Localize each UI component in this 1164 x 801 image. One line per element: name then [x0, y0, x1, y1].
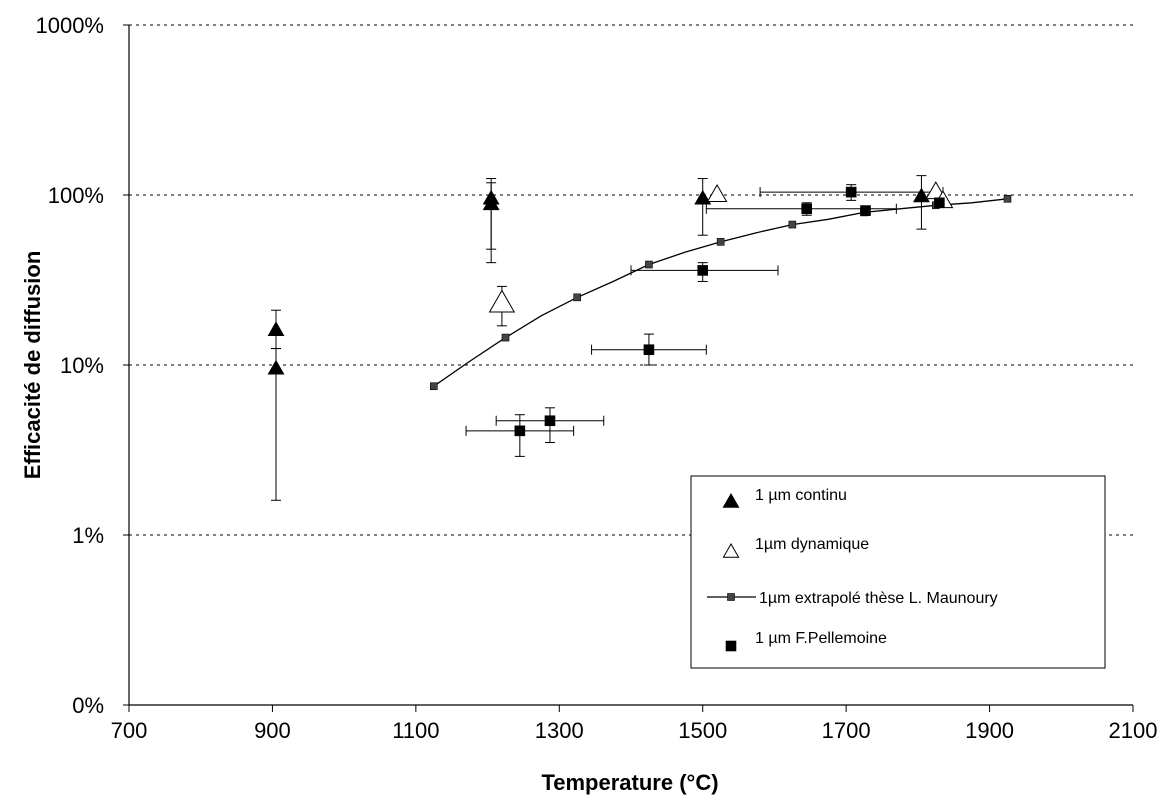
data-points [267, 181, 1012, 437]
continu-point [482, 195, 500, 211]
pellemoine-point [514, 425, 526, 437]
legend-marker-dynamique [722, 542, 740, 558]
y-tick-labels: 0% 1% 10% 100% 1000% [35, 13, 104, 718]
x-tick-label: 700 [111, 718, 148, 743]
dynamique-point [706, 183, 728, 202]
legend-entries: 1 µm continu 1µm dynamique 1µm extrapolé t… [707, 487, 998, 652]
pellemoine-point [801, 203, 813, 215]
maunoury-point [429, 382, 438, 391]
x-tick-label: 1900 [965, 718, 1014, 743]
x-tick-label: 2100 [1109, 718, 1158, 743]
x-axis-title: Temperature (°C) [541, 770, 718, 795]
maunoury-point [788, 220, 797, 229]
continu-point [267, 321, 285, 336]
maunoury-point [645, 260, 653, 269]
pellemoine-point [934, 197, 945, 209]
y-axis-title: Efficacité de diffusion [20, 251, 45, 480]
maunoury-point [716, 238, 725, 246]
maunoury-point [573, 293, 582, 302]
x-tick-label: 1700 [822, 718, 871, 743]
legend-marker-maunoury [727, 593, 735, 601]
x-tick-label: 1100 [392, 718, 439, 743]
legend-marker-continu [722, 492, 740, 508]
error-bars [271, 175, 945, 501]
y-tick-label: 1000% [35, 13, 104, 38]
x-tick-label: 1500 [678, 718, 727, 743]
pellemoine-point [845, 186, 857, 198]
pellemoine-point [860, 205, 871, 216]
x-tick-label: 1300 [535, 718, 584, 743]
pellemoine-point [697, 265, 709, 276]
axes [123, 24, 1134, 712]
legend-label: 1 µm F.Pellemoine [755, 630, 887, 647]
y-tick-label: 10% [60, 353, 104, 378]
x-tick-labels: 700 900 1100 1300 1500 1700 1900 2100 [111, 718, 1158, 743]
dynamique-point [488, 289, 516, 313]
legend-label: 1 µm continu [755, 487, 847, 504]
legend-marker-pellemoine [725, 640, 737, 652]
continu-point [267, 359, 285, 375]
y-tick-label: 100% [48, 183, 104, 208]
grid [129, 24, 1133, 536]
legend-label: 1µm extrapolé thèse L. Maunoury [759, 590, 998, 607]
y-tick-label: 1% [72, 523, 104, 548]
maunoury-point [501, 333, 510, 342]
x-tick-label: 900 [254, 718, 291, 743]
pellemoine-point [643, 344, 655, 356]
maunoury-point [1003, 194, 1012, 203]
legend: 1 µm continu 1µm dynamique 1µm extrapolé t… [690, 475, 1106, 669]
continu-point [694, 189, 712, 205]
pellemoine-point [544, 415, 556, 427]
legend-label: 1µm dynamique [755, 536, 869, 553]
legend-box [690, 475, 1106, 669]
y-tick-label: 0% [72, 693, 104, 718]
continu-point [912, 187, 930, 203]
